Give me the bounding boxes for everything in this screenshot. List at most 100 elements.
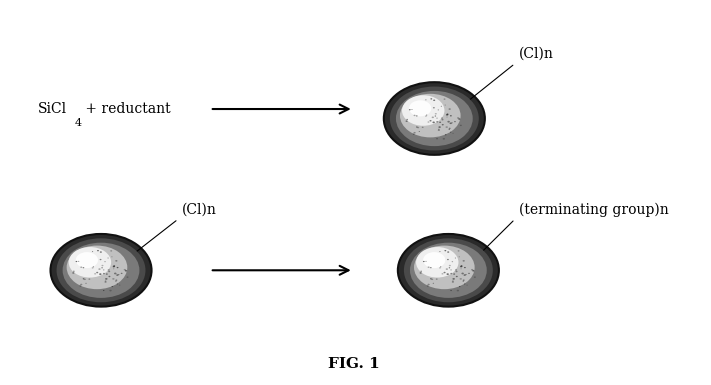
Ellipse shape	[461, 265, 462, 266]
Ellipse shape	[451, 261, 453, 262]
Ellipse shape	[427, 121, 429, 123]
Ellipse shape	[433, 107, 435, 109]
Ellipse shape	[438, 129, 439, 130]
Ellipse shape	[425, 261, 427, 262]
Ellipse shape	[400, 94, 461, 137]
Ellipse shape	[103, 290, 105, 291]
Ellipse shape	[106, 273, 108, 275]
Ellipse shape	[437, 109, 439, 110]
Ellipse shape	[447, 121, 450, 122]
Text: (terminating group)n: (terminating group)n	[518, 203, 668, 217]
Ellipse shape	[437, 121, 438, 122]
Ellipse shape	[73, 272, 75, 274]
Ellipse shape	[50, 234, 151, 306]
Ellipse shape	[100, 251, 102, 253]
Ellipse shape	[404, 238, 493, 302]
Ellipse shape	[434, 116, 436, 117]
Ellipse shape	[452, 133, 454, 134]
Ellipse shape	[459, 118, 460, 120]
Ellipse shape	[417, 127, 419, 128]
Ellipse shape	[456, 276, 458, 277]
Ellipse shape	[427, 284, 429, 285]
Ellipse shape	[471, 269, 474, 271]
Text: 4: 4	[75, 118, 82, 128]
Ellipse shape	[80, 284, 82, 285]
Ellipse shape	[80, 285, 81, 286]
Ellipse shape	[449, 129, 450, 130]
Ellipse shape	[127, 276, 129, 278]
Ellipse shape	[439, 126, 441, 128]
Ellipse shape	[449, 265, 451, 266]
Ellipse shape	[457, 117, 459, 119]
Ellipse shape	[449, 108, 451, 110]
Ellipse shape	[420, 271, 422, 272]
Ellipse shape	[423, 252, 445, 268]
Ellipse shape	[452, 278, 455, 280]
Ellipse shape	[444, 250, 447, 251]
Ellipse shape	[112, 266, 114, 268]
Ellipse shape	[107, 269, 109, 271]
Ellipse shape	[456, 290, 459, 291]
Ellipse shape	[456, 271, 458, 272]
Ellipse shape	[78, 261, 80, 262]
Ellipse shape	[102, 267, 103, 268]
Ellipse shape	[459, 286, 461, 287]
Ellipse shape	[409, 109, 411, 110]
Ellipse shape	[108, 271, 110, 272]
Ellipse shape	[69, 247, 111, 278]
Ellipse shape	[423, 261, 424, 262]
Ellipse shape	[410, 243, 487, 298]
Ellipse shape	[80, 266, 82, 268]
Ellipse shape	[413, 134, 415, 135]
Ellipse shape	[451, 122, 453, 124]
Ellipse shape	[116, 274, 119, 276]
Ellipse shape	[110, 250, 112, 251]
Ellipse shape	[124, 269, 126, 271]
Ellipse shape	[384, 82, 485, 155]
Text: SiCl: SiCl	[38, 102, 67, 116]
Ellipse shape	[118, 274, 119, 275]
Ellipse shape	[422, 127, 424, 128]
Ellipse shape	[452, 280, 454, 281]
Ellipse shape	[75, 261, 77, 262]
Ellipse shape	[449, 267, 450, 268]
Ellipse shape	[446, 268, 448, 270]
Ellipse shape	[464, 283, 466, 285]
Ellipse shape	[92, 251, 93, 252]
Ellipse shape	[92, 266, 94, 267]
Ellipse shape	[451, 281, 454, 283]
Ellipse shape	[105, 261, 106, 262]
Ellipse shape	[63, 243, 139, 298]
Ellipse shape	[465, 274, 467, 275]
Ellipse shape	[82, 278, 85, 280]
Ellipse shape	[427, 266, 429, 268]
Ellipse shape	[113, 266, 115, 267]
Ellipse shape	[414, 246, 475, 289]
Ellipse shape	[432, 122, 435, 123]
Ellipse shape	[416, 116, 417, 117]
Ellipse shape	[442, 124, 444, 126]
Ellipse shape	[105, 280, 107, 281]
Ellipse shape	[115, 260, 117, 262]
Text: (Cl)n: (Cl)n	[182, 203, 217, 217]
Ellipse shape	[443, 138, 445, 140]
Ellipse shape	[114, 273, 117, 275]
Ellipse shape	[85, 283, 87, 284]
Ellipse shape	[117, 283, 118, 285]
Ellipse shape	[442, 119, 444, 121]
Ellipse shape	[73, 271, 75, 272]
Ellipse shape	[67, 246, 127, 289]
Ellipse shape	[447, 273, 449, 275]
Ellipse shape	[92, 267, 93, 268]
Ellipse shape	[433, 283, 434, 284]
Ellipse shape	[441, 117, 443, 119]
Ellipse shape	[468, 273, 470, 274]
Ellipse shape	[419, 272, 422, 274]
Ellipse shape	[472, 270, 474, 271]
Ellipse shape	[88, 278, 90, 280]
Ellipse shape	[430, 267, 432, 268]
Ellipse shape	[94, 273, 96, 275]
Ellipse shape	[436, 278, 438, 280]
Ellipse shape	[474, 276, 476, 278]
Ellipse shape	[438, 129, 440, 131]
